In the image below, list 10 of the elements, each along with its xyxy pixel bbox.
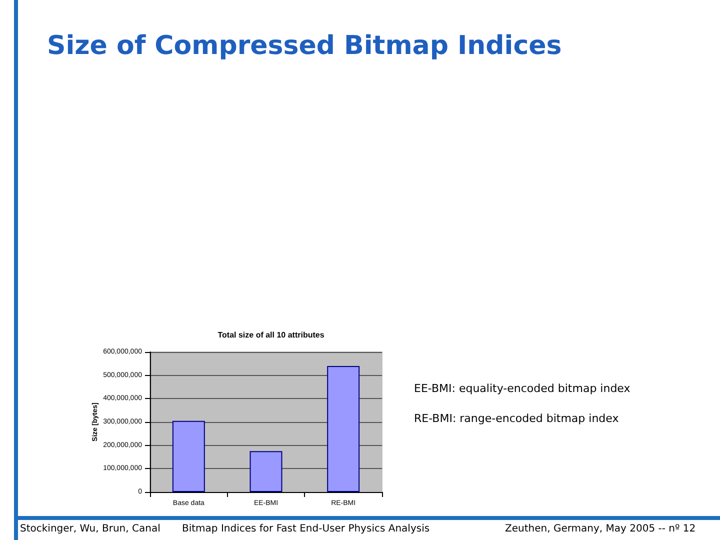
text: Bitmap Indices for Fast End-User Physics Analysis <box>182 524 430 534</box>
text: RE-BMI: range-encoded bitmap index <box>414 412 620 425</box>
text: Stockinger, Wu, Brun, Canal <box>20 524 160 534</box>
bar <box>327 366 360 492</box>
bar <box>172 420 205 492</box>
bar <box>250 451 282 492</box>
text: EE-BMI: equality-encoded bitmap index <box>414 382 631 395</box>
chart-subtitle: Total size of all 10 attributes <box>218 330 325 340</box>
text: Zeuthen, Germany, May 2005 -- nº 12 <box>505 524 696 534</box>
chart-title: Size of Compressed Bitmap Indices <box>47 31 562 61</box>
